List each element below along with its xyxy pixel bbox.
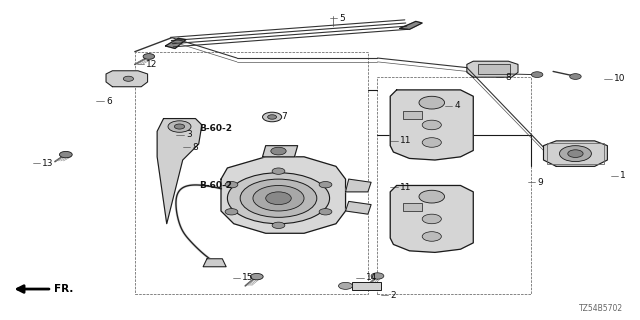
- Text: 14: 14: [366, 273, 378, 282]
- Text: 10: 10: [614, 74, 625, 83]
- Polygon shape: [106, 71, 148, 87]
- Circle shape: [422, 232, 442, 241]
- Polygon shape: [166, 38, 186, 49]
- Text: 5: 5: [339, 14, 345, 23]
- Bar: [478, 64, 510, 74]
- Circle shape: [225, 181, 238, 188]
- Circle shape: [568, 150, 583, 157]
- Circle shape: [143, 53, 155, 59]
- Polygon shape: [346, 201, 371, 214]
- Text: B-60-2: B-60-2: [198, 124, 232, 132]
- Circle shape: [250, 273, 263, 280]
- Circle shape: [60, 151, 72, 158]
- Polygon shape: [390, 90, 473, 160]
- Circle shape: [124, 76, 134, 81]
- Text: B-60-2: B-60-2: [198, 181, 232, 190]
- Bar: [266, 114, 278, 120]
- Circle shape: [168, 121, 191, 132]
- Circle shape: [422, 214, 442, 224]
- Circle shape: [419, 190, 445, 203]
- Polygon shape: [400, 21, 422, 29]
- Text: 9: 9: [537, 178, 543, 187]
- Text: 6: 6: [106, 97, 112, 106]
- Circle shape: [253, 186, 304, 211]
- Text: TZ54B5702: TZ54B5702: [579, 304, 623, 313]
- Polygon shape: [390, 186, 473, 252]
- Text: 8: 8: [505, 73, 511, 82]
- Bar: [403, 111, 422, 119]
- Circle shape: [266, 192, 291, 204]
- Text: 15: 15: [242, 273, 253, 282]
- Text: 1: 1: [620, 172, 626, 180]
- Circle shape: [272, 222, 285, 228]
- Text: 4: 4: [454, 101, 460, 110]
- Polygon shape: [467, 61, 518, 77]
- Text: 13: 13: [42, 159, 54, 168]
- Circle shape: [271, 147, 286, 155]
- Polygon shape: [157, 119, 202, 224]
- Text: FR.: FR.: [54, 284, 73, 294]
- Circle shape: [371, 273, 384, 279]
- Bar: [403, 203, 422, 211]
- Polygon shape: [221, 157, 346, 233]
- Circle shape: [559, 146, 591, 162]
- Circle shape: [272, 168, 285, 174]
- Text: 7: 7: [282, 113, 287, 122]
- Text: 12: 12: [147, 60, 157, 69]
- Circle shape: [422, 120, 442, 130]
- Polygon shape: [346, 179, 371, 192]
- Circle shape: [570, 74, 581, 79]
- Circle shape: [419, 96, 445, 109]
- Text: 3: 3: [186, 130, 191, 139]
- Circle shape: [225, 209, 238, 215]
- Text: 11: 11: [400, 183, 412, 192]
- Bar: [378, 77, 531, 294]
- Circle shape: [319, 209, 332, 215]
- Circle shape: [240, 179, 317, 217]
- Circle shape: [268, 115, 276, 119]
- Circle shape: [422, 138, 442, 147]
- Circle shape: [262, 112, 282, 122]
- Circle shape: [339, 282, 353, 289]
- Text: 2: 2: [390, 291, 396, 300]
- Circle shape: [319, 181, 332, 188]
- Polygon shape: [203, 259, 226, 267]
- Text: 8: 8: [192, 143, 198, 152]
- Text: 11: 11: [400, 136, 412, 145]
- Circle shape: [174, 124, 184, 129]
- Bar: [352, 282, 381, 290]
- Bar: [135, 52, 368, 294]
- Polygon shape: [262, 146, 298, 157]
- Polygon shape: [543, 141, 607, 166]
- Circle shape: [531, 72, 543, 77]
- Circle shape: [227, 173, 330, 224]
- Bar: [547, 143, 604, 164]
